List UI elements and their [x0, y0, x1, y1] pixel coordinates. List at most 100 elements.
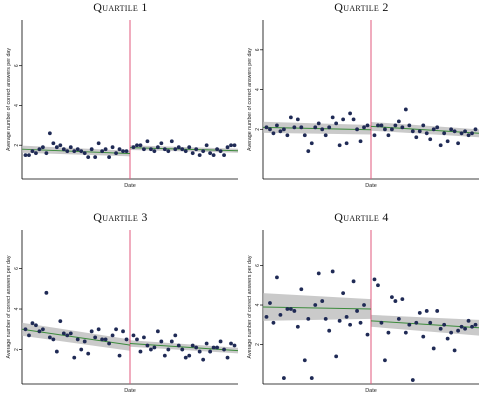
data-point: [34, 323, 38, 328]
data-point: [166, 347, 171, 352]
data-point: [222, 153, 226, 158]
panel-title: Quartile 1: [93, 0, 148, 14]
fit-line: [262, 306, 372, 310]
data-point: [466, 318, 471, 323]
data-point: [190, 151, 195, 156]
data-point: [372, 133, 377, 138]
data-point: [323, 316, 328, 321]
data-point: [117, 147, 122, 152]
data-point: [201, 357, 206, 362]
data-point: [96, 141, 101, 146]
data-point: [197, 153, 202, 158]
data-point: [82, 339, 87, 344]
data-point: [344, 314, 349, 319]
data-point: [100, 337, 105, 342]
data-point: [215, 345, 219, 350]
data-point: [215, 147, 219, 152]
data-point: [445, 336, 450, 341]
data-point: [396, 316, 401, 321]
data-point: [431, 346, 436, 351]
data-point: [449, 330, 454, 335]
data-point: [211, 153, 216, 158]
data-point: [54, 145, 59, 150]
data-point: [275, 275, 279, 280]
data-point: [302, 133, 307, 138]
data-point: [232, 143, 237, 148]
data-point: [82, 151, 87, 156]
fit-line: [262, 126, 372, 131]
data-point: [327, 125, 332, 130]
data-point: [114, 151, 118, 156]
data-point: [190, 343, 195, 348]
data-point: [194, 147, 199, 152]
data-point: [152, 345, 157, 350]
data-point: [306, 149, 311, 154]
data-point: [86, 155, 91, 160]
data-point: [121, 329, 125, 334]
data-point: [47, 335, 52, 340]
data-point: [155, 145, 160, 150]
data-point: [435, 125, 440, 130]
y-tick-label: 2: [14, 348, 20, 351]
x-axis-label: Date: [365, 388, 377, 394]
data-point: [30, 321, 35, 326]
y-tick-label: 4: [14, 307, 20, 310]
data-point: [341, 291, 346, 296]
data-point: [34, 151, 38, 156]
data-point: [316, 271, 321, 276]
data-point: [365, 332, 370, 337]
data-point: [232, 343, 237, 348]
data-point: [264, 314, 269, 319]
data-point: [407, 123, 412, 128]
data-point: [229, 341, 233, 346]
data-point: [407, 322, 412, 327]
data-point: [44, 290, 49, 295]
data-point: [403, 330, 408, 335]
data-point: [330, 115, 335, 120]
panel-quartile-4: Quartile 4 2 4 6 Average number of correct …: [241, 210, 482, 400]
data-point: [176, 145, 181, 150]
data-point: [400, 297, 405, 302]
data-point: [365, 123, 370, 128]
data-point: [218, 339, 223, 344]
data-point: [282, 376, 286, 380]
data-point: [282, 127, 286, 132]
data-point: [393, 123, 398, 128]
x-axis-label: Date: [365, 183, 377, 189]
panel-title: Quartile 3: [93, 210, 148, 224]
data-point: [383, 358, 387, 363]
data-point: [229, 143, 233, 148]
data-point: [463, 129, 467, 134]
data-point: [89, 147, 94, 152]
data-point: [358, 139, 363, 144]
data-point: [313, 125, 318, 130]
data-point: [138, 349, 143, 354]
data-point: [166, 149, 171, 154]
data-point: [271, 131, 276, 136]
data-point: [417, 311, 422, 315]
data-point: [285, 133, 290, 138]
data-point: [93, 155, 98, 160]
data-point: [442, 322, 447, 327]
data-point: [268, 301, 272, 305]
data-point: [386, 133, 391, 138]
data-point: [348, 322, 352, 327]
data-point: [351, 117, 356, 122]
data-point: [37, 329, 42, 334]
data-point: [114, 327, 118, 332]
data-point: [309, 141, 314, 146]
data-point: [275, 123, 279, 128]
data-point: [173, 333, 178, 338]
data-point: [327, 328, 332, 333]
data-point: [204, 143, 209, 148]
data-point: [337, 143, 342, 148]
data-point: [383, 127, 387, 132]
y-tick-label: 6: [255, 264, 261, 267]
data-point: [23, 327, 28, 332]
data-point: [107, 155, 111, 160]
data-point: [149, 347, 153, 352]
y-tick-label: 2: [255, 343, 261, 346]
data-point: [131, 333, 136, 338]
data-point: [288, 115, 293, 120]
